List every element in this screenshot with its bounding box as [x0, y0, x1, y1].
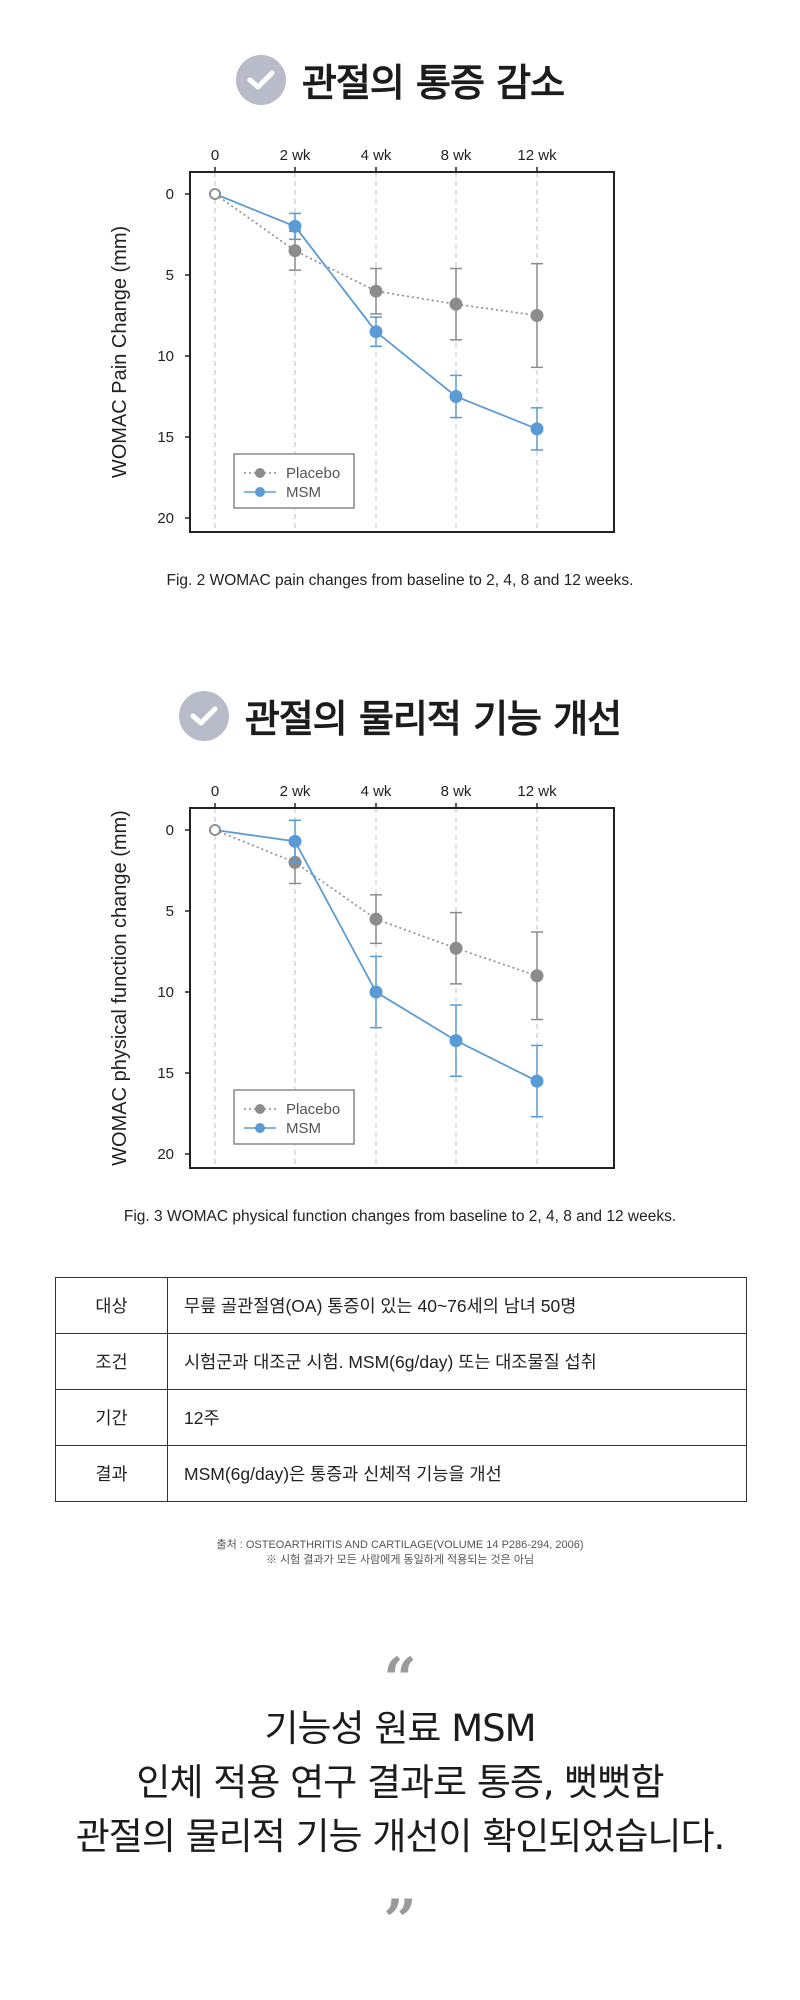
data-point	[288, 244, 302, 258]
source-note: 출처 : OSTEOARTHRITIS AND CARTILAGE(VOLUME…	[0, 1538, 800, 1568]
data-point	[288, 834, 302, 848]
data-point	[530, 1074, 544, 1088]
y-tick-label: 10	[157, 984, 174, 1001]
legend-swatch-marker	[255, 1104, 265, 1114]
y-tick-label: 20	[157, 1146, 174, 1163]
check-circle-icon	[178, 690, 229, 741]
data-point	[449, 1034, 463, 1048]
series-msm	[209, 819, 544, 1118]
data-point	[369, 912, 383, 926]
data-point	[369, 985, 383, 999]
closing-line: 기능성 원료 MSM	[264, 1707, 536, 1750]
legend-box	[233, 453, 355, 509]
plot-frame	[189, 807, 615, 1169]
row-value: MSM(6g/day)은 통증과 신체적 기능을 개선	[167, 1445, 747, 1502]
figure-caption: Fig. 3 WOMAC physical function changes f…	[123, 1208, 677, 1225]
table-row: 조건 시험군과 대조군 시험. MSM(6g/day) 또는 대조물질 섭취	[55, 1333, 747, 1390]
table-row: 결과 MSM(6g/day)은 통증과 신체적 기능을 개선	[55, 1445, 747, 1502]
data-point	[449, 390, 463, 403]
y-tick-label: 20	[157, 510, 174, 527]
legend-label: Placebo	[286, 465, 340, 482]
data-point	[530, 422, 544, 436]
legend-label: Placebo	[286, 1101, 340, 1118]
table-row: 기간 12주	[55, 1389, 747, 1446]
x-tick-label: 8 wk	[441, 147, 472, 164]
x-tick-label: 4 wk	[361, 783, 392, 800]
x-tick-label: 4 wk	[361, 147, 392, 164]
y-tick-label: 15	[157, 429, 174, 446]
row-key: 결과	[55, 1445, 168, 1502]
pain-change-chart: 0 2 wk 4 wk 8 wk 12 wk 0 5 10 15 20 WOMAC Pain Cha…	[109, 147, 615, 533]
x-tick-label: 2 wk	[280, 783, 311, 800]
section-title: 관절의 통증 감소	[301, 61, 565, 105]
legend: Placebo MSM	[233, 1089, 355, 1145]
row-value: 무릎 골관절염(OA) 통증이 있는 40~76세의 남녀 50명	[167, 1277, 747, 1334]
legend-label: MSM	[286, 484, 321, 501]
row-key: 대상	[55, 1277, 168, 1334]
source-citation: 출처 : OSTEOARTHRITIS AND CARTILAGE(VOLUME…	[216, 1539, 584, 1551]
x-tick-label: 12 wk	[517, 783, 557, 800]
legend-swatch-marker	[255, 487, 265, 497]
closing-statement: 기능성 원료 MSM 인체 적용 연구 결과로 통증, 뻣뻣함 관절의 물리적 …	[0, 1702, 800, 1864]
x-tick-label: 8 wk	[441, 783, 472, 800]
series-msm	[209, 188, 544, 451]
closing-line: 인체 적용 연구 결과로 통증, 뻣뻣함	[136, 1761, 664, 1804]
section-title: 관절의 물리적 기능 개선	[244, 697, 622, 741]
row-value: 12주	[167, 1389, 747, 1446]
study-info-table: 대상 무릎 골관절염(OA) 통증이 있는 40~76세의 남녀 50명 조건 …	[55, 1277, 747, 1502]
data-point	[449, 297, 463, 311]
x-tick-label: 0	[211, 783, 219, 800]
close-quote-icon: ”	[383, 1887, 417, 1955]
legend-box	[233, 1089, 355, 1145]
data-point	[209, 188, 221, 200]
row-key: 기간	[55, 1389, 168, 1446]
y-tick-label: 15	[157, 1065, 174, 1082]
row-value: 시험군과 대조군 시험. MSM(6g/day) 또는 대조물질 섭취	[167, 1333, 747, 1390]
legend-label: MSM	[286, 1120, 321, 1137]
data-point	[288, 219, 302, 233]
data-point	[209, 824, 221, 836]
x-tick-label: 0	[211, 147, 219, 164]
plot-frame	[189, 171, 615, 533]
x-tick-label: 12 wk	[517, 147, 557, 164]
series-placebo	[209, 188, 544, 369]
legend-swatch-marker	[255, 1123, 265, 1133]
legend: Placebo MSM	[233, 453, 355, 509]
y-axis-label: WOMAC Pain Change (mm)	[109, 226, 131, 478]
legend-swatch-marker	[255, 468, 265, 478]
series-line	[214, 193, 538, 317]
y-tick-label: 5	[166, 903, 174, 920]
section-heading-function: 관절의 물리적 기능 개선	[0, 688, 800, 743]
data-point	[530, 969, 544, 983]
y-tick-label: 10	[157, 348, 174, 365]
y-axis-label: WOMAC physical function change (mm)	[109, 810, 131, 1166]
data-point	[369, 325, 383, 339]
data-point	[369, 284, 383, 298]
row-key: 조건	[55, 1333, 168, 1390]
y-tick-label: 0	[166, 822, 174, 839]
data-point	[449, 941, 463, 955]
data-point	[530, 309, 544, 322]
check-circle-icon	[235, 54, 286, 105]
x-tick-label: 2 wk	[280, 147, 311, 164]
section-heading-pain: 관절의 통증 감소	[0, 52, 800, 107]
y-tick-label: 0	[166, 186, 174, 203]
function-change-chart: 0 2 wk 4 wk 8 wk 12 wk 0 5 10 15 20 WOMAC physical…	[109, 783, 615, 1169]
figure-caption: Fig. 2 WOMAC pain changes from baseline …	[166, 572, 634, 589]
source-disclaimer: ※ 시험 결과가 모든 사람에게 동일하게 적용되는 것은 아님	[265, 1554, 535, 1566]
y-tick-label: 5	[166, 267, 174, 284]
closing-line: 관절의 물리적 기능 개선이 확인되었습니다.	[75, 1815, 726, 1858]
open-quote-icon: “	[383, 1645, 417, 1713]
table-row: 대상 무릎 골관절염(OA) 통증이 있는 40~76세의 남녀 50명	[55, 1277, 747, 1334]
